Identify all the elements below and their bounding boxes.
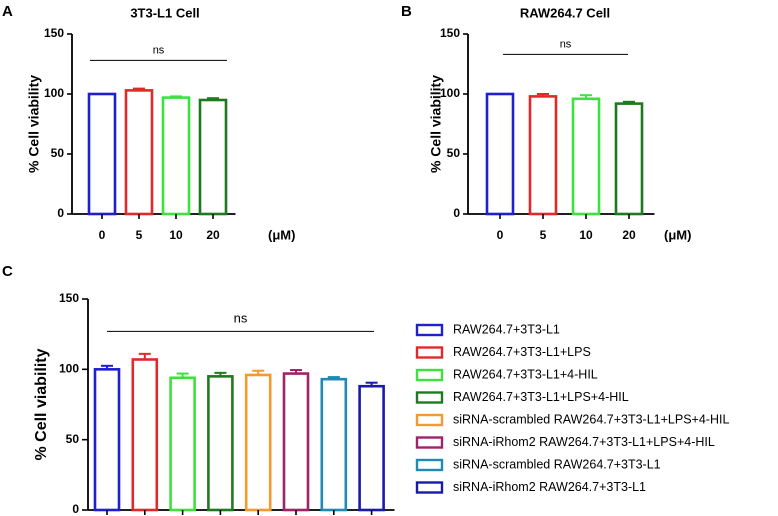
panel-letter-b: B — [401, 3, 412, 20]
y-axis-label: % Cell viability — [26, 75, 42, 173]
x-tick-label: 20 — [622, 228, 636, 242]
bar — [198, 98, 228, 216]
y-tick-label: 50 — [66, 432, 80, 446]
y-tick-label: 100 — [44, 86, 64, 100]
bar — [161, 96, 191, 216]
significance-label: ns — [560, 38, 572, 50]
x-tick-label: 10 — [579, 228, 593, 242]
bar — [124, 89, 154, 216]
bar — [320, 377, 348, 512]
chart-c: 0 50 100 150 % Cell viability ns RAW264.7+3T3-… — [33, 291, 729, 516]
y-tick-label: 100 — [440, 86, 460, 100]
panel-letter-a: A — [2, 3, 13, 20]
x-tick-label: 0 — [99, 228, 106, 242]
legend-swatch — [415, 346, 444, 359]
x-tick-label: 0 — [497, 228, 504, 242]
y-tick-label: 150 — [59, 291, 79, 305]
y-tick-label: 150 — [440, 26, 460, 40]
legend-label: RAW264.7+3T3-L1 — [453, 322, 560, 336]
legend-label: siRNA-iRhom2 RAW264.7+3T3-L1+LPS+4-HIL — [453, 435, 715, 449]
chart-title: RAW264.7 Cell — [520, 6, 610, 21]
legend-label: RAW264.7+3T3-L1+4-HIL — [453, 367, 598, 381]
y-tick-label: 100 — [59, 362, 79, 376]
bar — [571, 97, 601, 216]
bar — [282, 372, 310, 512]
x-tick-label: 10 — [169, 228, 183, 242]
panel-letter-c: C — [2, 263, 13, 280]
y-tick-label: 150 — [44, 26, 64, 40]
legend-swatch — [415, 391, 444, 404]
y-tick-label: 0 — [72, 502, 79, 516]
legend-swatch — [415, 481, 444, 494]
bar — [207, 375, 234, 512]
x-tick-label: 5 — [540, 228, 547, 242]
bar — [358, 384, 385, 512]
chart-title: 3T3-L1 Cell — [130, 6, 199, 21]
x-tick-label: 20 — [206, 228, 220, 242]
legend-label: siRNA-iRhom2 RAW264.7+3T3-L1 — [453, 480, 646, 494]
bar — [244, 373, 272, 512]
legend-swatch — [415, 436, 444, 449]
legend-label: siRNA-scrambled RAW264.7+3T3-L1+LPS+4-HI… — [453, 412, 729, 426]
bar — [614, 102, 644, 216]
bar — [169, 376, 196, 512]
y-tick-label: 0 — [57, 206, 64, 220]
bar — [131, 358, 159, 512]
significance-label: ns — [153, 44, 165, 56]
bar — [93, 368, 121, 512]
bar — [87, 92, 117, 216]
x-unit-label: (μM) — [268, 227, 295, 242]
chart-b: RAW264.7 Cell 0 50 100 150 % Cell viability 0 5… — [428, 6, 692, 243]
y-axis-label: % Cell viability — [428, 75, 444, 173]
legend-label: siRNA-scrambled RAW264.7+3T3-L1 — [453, 457, 661, 471]
legend-label: RAW264.7+3T3-L1+LPS+4-HIL — [453, 390, 629, 404]
legend-swatch — [415, 368, 444, 382]
significance-label: ns — [234, 310, 248, 325]
y-axis-label: % Cell viability — [33, 348, 50, 460]
legend-swatch — [415, 458, 444, 472]
legend-swatch — [415, 323, 444, 337]
y-tick-label: 50 — [447, 146, 461, 160]
legend-swatch — [415, 413, 444, 427]
chart-a: 3T3-L1 Cell 0 50 100 150 % Cell viability 0 5 10… — [26, 6, 296, 243]
x-unit-label: (μM) — [664, 227, 691, 242]
bar — [485, 92, 515, 216]
y-tick-label: 50 — [51, 146, 65, 160]
legend-label: RAW264.7+3T3-L1+LPS — [453, 345, 591, 359]
x-tick-label: 5 — [136, 228, 143, 242]
y-tick-label: 0 — [453, 206, 460, 220]
bar — [528, 95, 558, 216]
